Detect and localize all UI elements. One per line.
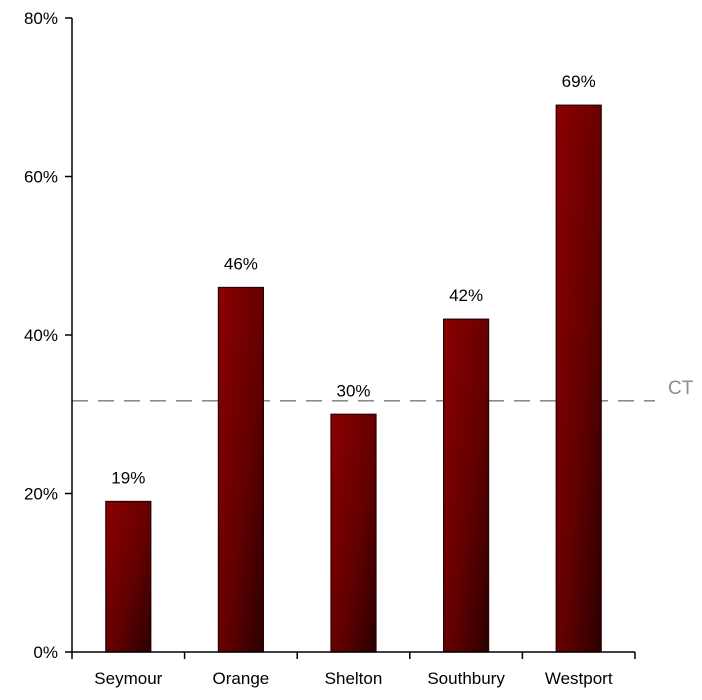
bar-seymour [105, 500, 152, 653]
y-tick-label: 80% [24, 9, 58, 28]
data-label: 42% [449, 286, 483, 305]
reference-line-label: CT [668, 378, 694, 399]
bar-orange [217, 286, 264, 653]
x-category-label: Shelton [325, 669, 383, 688]
x-category-label: Southbury [427, 669, 505, 688]
bar-shelton [330, 413, 377, 653]
data-label: 30% [336, 381, 370, 400]
data-label: 69% [562, 72, 596, 91]
x-category-label: Orange [213, 669, 270, 688]
data-label: 46% [224, 254, 258, 273]
y-tick-label: 40% [24, 326, 58, 345]
x-category-label: Westport [545, 669, 613, 688]
x-category-label: Seymour [94, 669, 162, 688]
bar-southbury [443, 318, 490, 653]
bar-westport [555, 104, 602, 653]
y-tick-label: 0% [33, 643, 58, 662]
y-tick-label: 60% [24, 168, 58, 187]
y-tick-label: 20% [24, 485, 58, 504]
data-label: 19% [111, 468, 145, 487]
